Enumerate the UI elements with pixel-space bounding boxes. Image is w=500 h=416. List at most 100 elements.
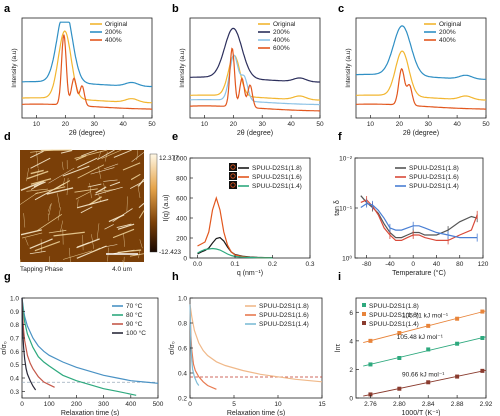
data-point [368,392,373,397]
activation-energy-label: 105.48 kJ mol⁻¹ [397,334,444,341]
x-tick-label: 30 [91,121,99,128]
afm-fibril [136,150,139,161]
afm-fibril [46,187,74,195]
plot-frame [355,297,487,399]
afm-fibril [26,168,29,182]
afm-fibril [117,223,135,230]
afm-fibril [76,198,109,209]
fit-line-0 [363,336,487,367]
colorbar-min-label: -12.423 [159,249,181,256]
legend-label: SPUU-D2S1(1.6) [409,174,459,181]
afm-fibril [96,223,100,239]
legend-label: Original [105,21,128,28]
afm-fibril [74,188,98,193]
saxs-ring [230,182,236,188]
x-tick-label: 40 [119,121,127,128]
afm-fibril [30,178,52,185]
x-tick-label: 2.92 [480,401,493,408]
saxs-pattern-icon [229,163,237,171]
data-point [455,374,460,379]
legend-label: SPUU-D2S1(1.4) [259,321,309,328]
afm-fibril [91,234,95,249]
x-tick-label: 100 [44,401,55,408]
data-point [368,362,373,367]
panel-g: 0 100 200 300 400 500 0.3 0.4 0.5 0.6 0.7 0.8 0.9 1.0… [1,296,164,416]
panel-h: 0 5 10 15 0.2 0.4 0.6 0.8 1.0 Relaxation time (s)… [169,296,326,416]
afm-fibril [48,256,51,271]
x-axis-label: 2θ (degree) [69,130,105,137]
y-tick-label: 10⁰ [342,255,352,263]
x-tick-label: 10 [367,121,375,128]
saxs-ring [230,164,236,170]
afm-fibril [26,188,49,192]
series-line-g-3 [21,297,37,391]
afm-fibril [48,229,67,234]
afm-fibril [60,149,73,154]
y-tick-label: 0.6 [10,349,19,356]
afm-fibril [76,245,107,259]
panel-e: 0.0 0.1 0.2 0.3 0 200 400 600 800 1000 q (nm⁻¹) I(q… [163,156,315,278]
afm-fibril [62,250,93,260]
data-point [426,380,431,385]
afm-fibril [19,192,38,205]
legend-label: SPUU-D2S1(1.4) [252,183,302,190]
afm-fibril [22,232,43,239]
x-tick-label: 2.80 [393,401,406,408]
afm-fibril [101,149,122,159]
afm-fibril [48,167,75,184]
y-tick-label: 0.8 [178,321,187,328]
afm-fibril [36,168,39,181]
series-line-b-2 [190,54,320,106]
y-tick-label: 0.2 [178,396,187,403]
x-axis-label: 2θ (degree) [237,130,273,137]
x-tick-label: 20 [396,121,404,128]
x-tick-label: 400 [125,401,136,408]
y-axis-label: Intensity (a.u) [179,48,186,87]
afm-fibril [62,165,90,177]
afm-fibril [35,186,66,195]
y-tick-label: 10⁻¹ [339,206,353,213]
y-tick-label: 0.6 [178,346,187,353]
panel-letter-h: h [172,271,179,283]
afm-fibril [123,256,125,269]
y-tick-label: 0.4 [178,371,187,378]
data-point [455,341,460,346]
y-tick-label: 800 [176,176,187,183]
data-point [455,316,460,321]
activation-energy-label: 90.66 kJ mol⁻¹ [402,371,445,378]
afm-fibril [30,157,51,169]
x-tick-label: 5 [232,401,236,408]
colorbar-max-label: 12.377 [159,155,179,162]
legend-label: 100 °C [126,329,146,337]
afm-fibril [137,183,141,199]
afm-caption: Tapping Phase [20,266,63,273]
afm-fibril [116,223,132,229]
panel-letter-g: g [4,271,11,283]
y-tick-label: 10⁻² [339,156,353,163]
y-axis-label: lnτ [335,344,342,352]
x-tick-label: -40 [385,261,395,268]
y-tick-label: 0.7 [10,336,19,343]
data-point [368,338,373,343]
afm-fibril [74,149,108,159]
afm-fibril [108,214,125,223]
x-tick-label: 10 [33,121,41,128]
y-axis-label: σ/σ₀ [1,341,8,355]
y-tick-label: 0.4 [10,376,19,383]
legend-label: SPUU-D2S1(1.4) [409,183,459,190]
x-tick-label: 120 [478,261,489,268]
x-tick-label: 30 [259,121,267,128]
x-tick-label: 0.1 [230,261,239,268]
plot-frame [355,17,487,119]
x-tick-label: 2.76 [364,401,377,408]
series-line-c-2 [356,68,486,110]
y-tick-label: 600 [176,196,187,203]
panel-a: 10 20 30 40 50 2θ (degree) Intensity (a.u) Orig… [11,17,156,137]
afm-fibril [122,162,141,171]
afm-fibril [104,151,108,162]
afm-fibril [30,169,44,175]
x-tick-label: 50 [482,121,490,128]
series-line-h-0 [189,304,323,383]
x-axis-label: Relaxation time (s) [227,410,285,416]
afm-fibril [57,193,61,208]
